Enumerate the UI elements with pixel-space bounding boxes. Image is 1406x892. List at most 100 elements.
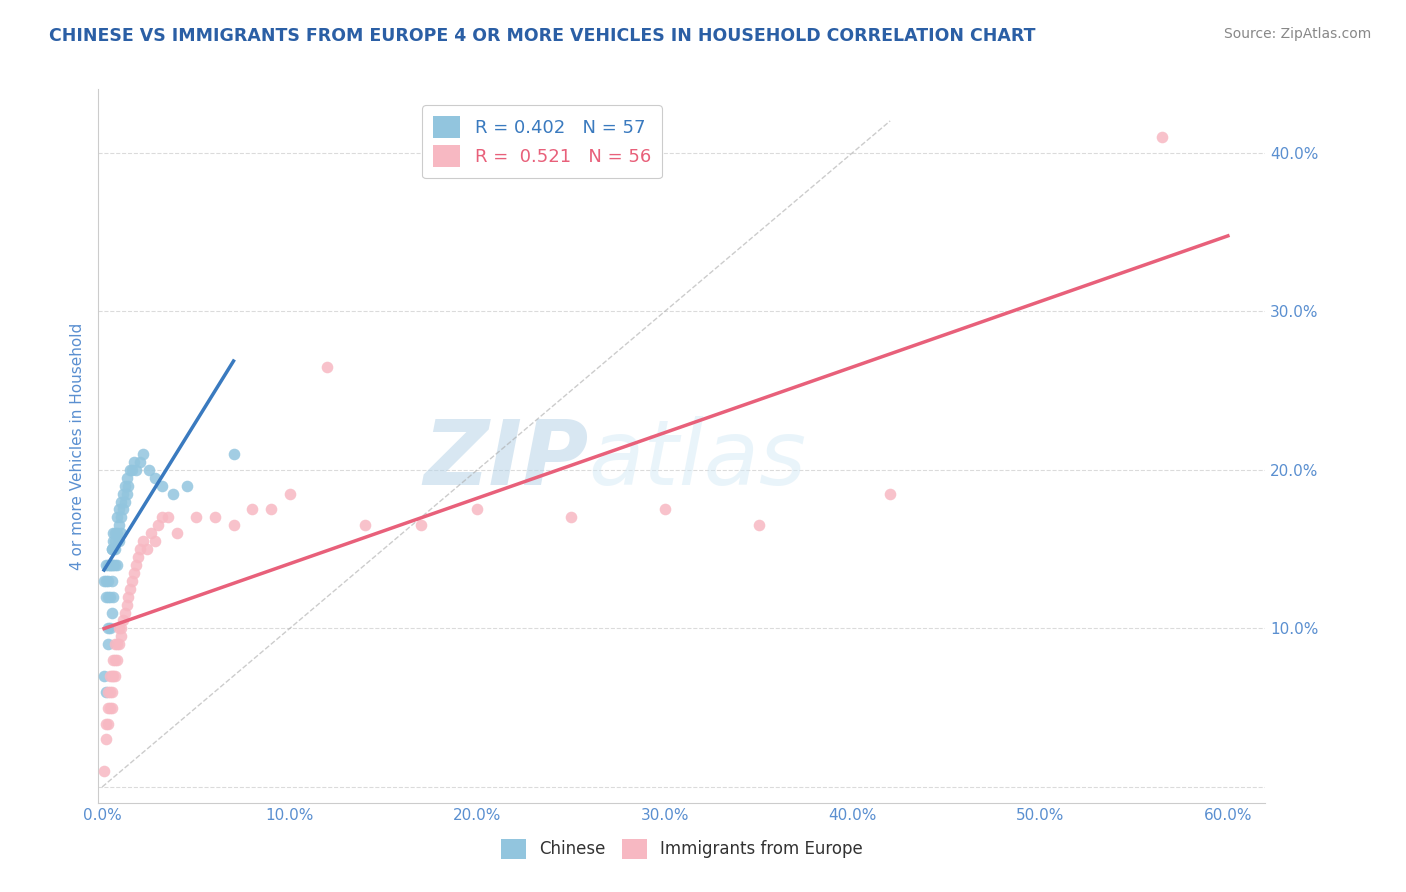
Point	[93, 574, 115, 588]
Point	[93, 764, 115, 778]
Point	[111, 614, 134, 628]
Point	[100, 574, 122, 588]
Point	[98, 685, 121, 699]
Point	[103, 526, 125, 541]
Point	[121, 574, 143, 588]
Point	[132, 534, 155, 549]
Point	[98, 558, 121, 572]
Point	[108, 534, 131, 549]
Point	[94, 732, 117, 747]
Point	[103, 669, 125, 683]
Legend: Chinese, Immigrants from Europe: Chinese, Immigrants from Europe	[494, 832, 870, 866]
Point	[110, 629, 132, 643]
Point	[353, 518, 375, 533]
Text: ZIP: ZIP	[423, 417, 589, 504]
Point	[278, 486, 301, 500]
Point	[97, 716, 120, 731]
Point	[100, 700, 122, 714]
Point	[150, 478, 173, 492]
Point	[110, 494, 132, 508]
Point	[97, 574, 120, 588]
Point	[122, 566, 145, 580]
Point	[115, 471, 138, 485]
Point	[97, 700, 120, 714]
Point	[156, 510, 179, 524]
Text: CHINESE VS IMMIGRANTS FROM EUROPE 4 OR MORE VEHICLES IN HOUSEHOLD CORRELATION CH: CHINESE VS IMMIGRANTS FROM EUROPE 4 OR M…	[49, 27, 1036, 45]
Point	[105, 558, 128, 572]
Point	[97, 637, 120, 651]
Point	[93, 669, 115, 683]
Point	[204, 510, 226, 524]
Point	[115, 486, 138, 500]
Point	[222, 447, 245, 461]
Point	[103, 558, 125, 572]
Point	[97, 621, 120, 635]
Point	[100, 606, 122, 620]
Point	[104, 558, 127, 572]
Point	[121, 463, 143, 477]
Point	[100, 669, 122, 683]
Point	[97, 685, 120, 699]
Point	[560, 510, 582, 524]
Text: Source: ZipAtlas.com: Source: ZipAtlas.com	[1223, 27, 1371, 41]
Point	[98, 669, 121, 683]
Point	[1152, 129, 1174, 144]
Y-axis label: 4 or more Vehicles in Household: 4 or more Vehicles in Household	[69, 322, 84, 570]
Point	[104, 526, 127, 541]
Point	[150, 510, 173, 524]
Point	[97, 558, 120, 572]
Point	[162, 486, 184, 500]
Point	[143, 471, 166, 485]
Point	[103, 590, 125, 604]
Point	[138, 463, 160, 477]
Point	[316, 359, 339, 374]
Point	[94, 574, 117, 588]
Point	[114, 606, 136, 620]
Point	[132, 447, 155, 461]
Point	[117, 590, 139, 604]
Point	[105, 637, 128, 651]
Point	[654, 502, 676, 516]
Point	[103, 653, 125, 667]
Point	[100, 542, 122, 557]
Point	[100, 558, 122, 572]
Point	[139, 526, 162, 541]
Point	[120, 582, 142, 596]
Text: atlas: atlas	[589, 417, 807, 504]
Point	[176, 478, 198, 492]
Point	[111, 486, 134, 500]
Point	[98, 700, 121, 714]
Point	[114, 494, 136, 508]
Point	[94, 558, 117, 572]
Point	[748, 518, 770, 533]
Point	[104, 637, 127, 651]
Point	[136, 542, 159, 557]
Point	[104, 669, 127, 683]
Point	[105, 653, 128, 667]
Point	[98, 621, 121, 635]
Point	[111, 502, 134, 516]
Point	[125, 558, 148, 572]
Point	[240, 502, 263, 516]
Point	[411, 518, 433, 533]
Point	[114, 478, 136, 492]
Point	[94, 685, 117, 699]
Point	[98, 558, 121, 572]
Point	[117, 478, 139, 492]
Point	[148, 518, 170, 533]
Point	[166, 526, 188, 541]
Point	[110, 621, 132, 635]
Point	[143, 534, 166, 549]
Point	[122, 455, 145, 469]
Point	[125, 463, 148, 477]
Point	[879, 486, 901, 500]
Point	[104, 653, 127, 667]
Point	[120, 463, 142, 477]
Point	[110, 510, 132, 524]
Point	[105, 526, 128, 541]
Point	[108, 621, 131, 635]
Point	[260, 502, 283, 516]
Point	[108, 637, 131, 651]
Point	[103, 534, 125, 549]
Point	[108, 502, 131, 516]
